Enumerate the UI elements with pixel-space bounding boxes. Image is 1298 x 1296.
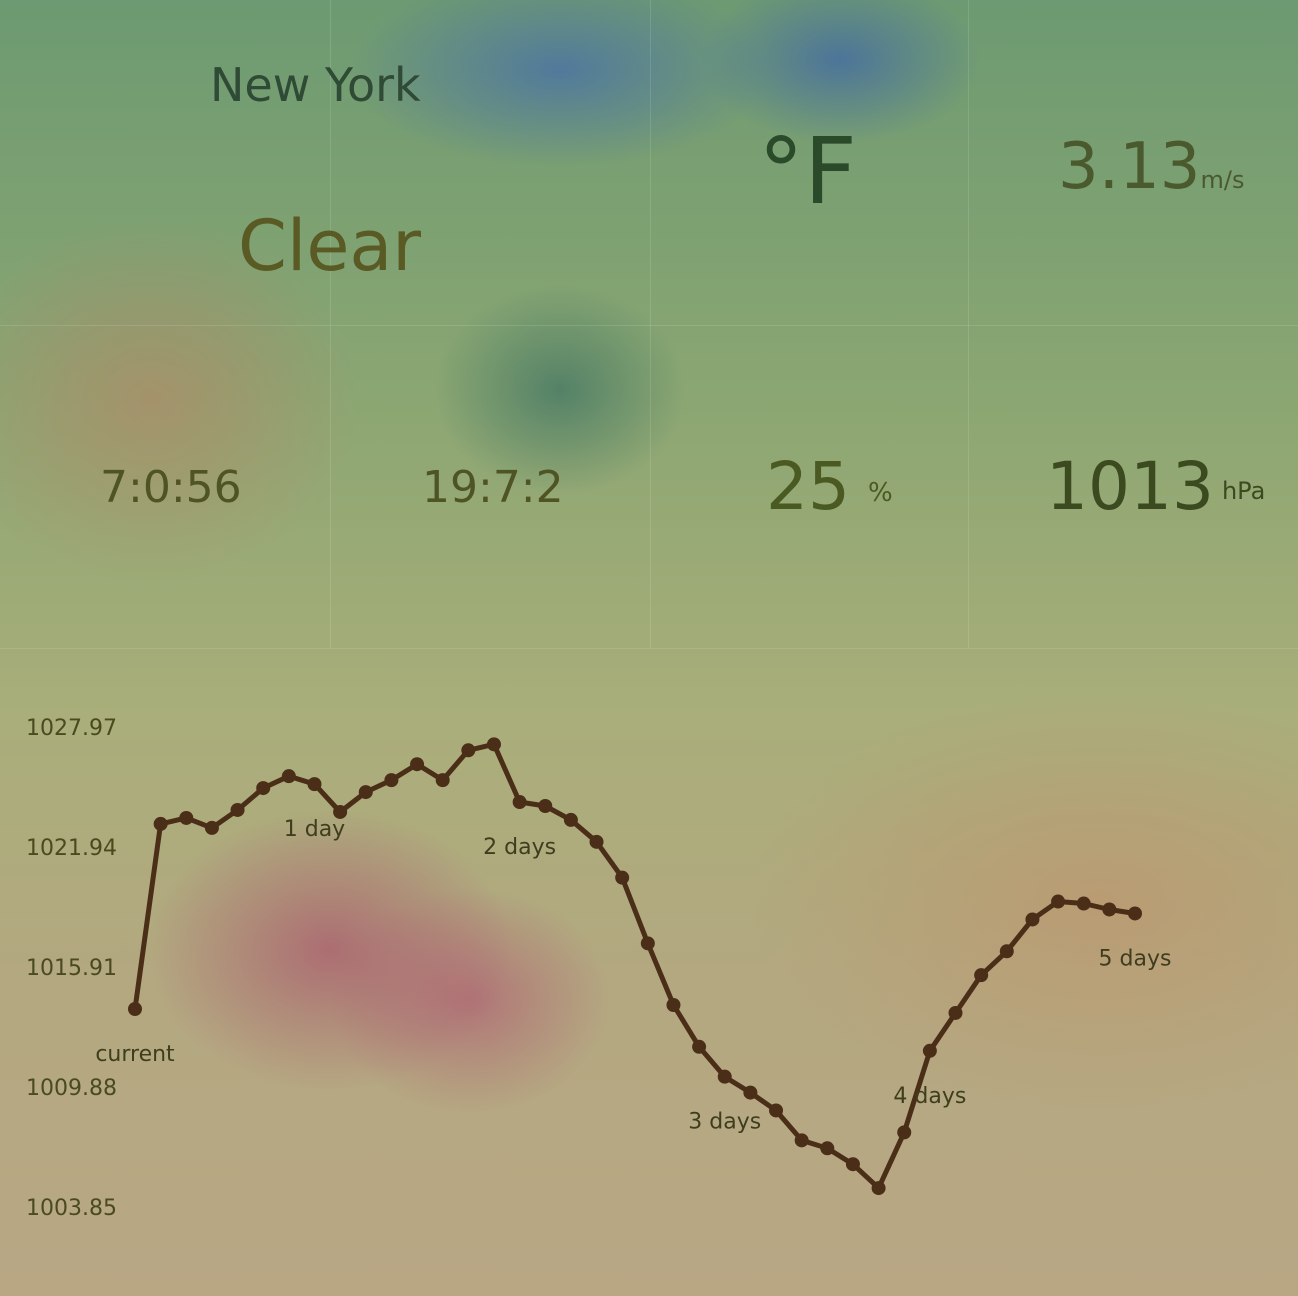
pressure-point	[1102, 902, 1117, 917]
pressure-point	[922, 1043, 937, 1058]
pressure-point	[230, 802, 245, 817]
humidity-unit: %	[867, 478, 893, 508]
pressure-point	[615, 870, 630, 885]
pressure-point	[794, 1133, 809, 1148]
time-annotation-label: 2 days	[483, 835, 556, 860]
temperature-unit-toggle[interactable]: °F	[758, 118, 857, 225]
pressure-point	[538, 799, 553, 814]
wind-speed-value: 3.13	[1058, 130, 1201, 204]
y-tick-label: 1015.91	[26, 956, 117, 981]
pressure-point	[128, 1001, 142, 1016]
pressure-point	[666, 998, 681, 1013]
pressure-series-line	[132, 741, 1138, 1191]
pressure-point	[820, 1141, 835, 1156]
pressure-point	[153, 816, 168, 831]
time-annotation-label: 1 day	[284, 817, 345, 842]
pressure-point	[845, 1157, 860, 1172]
pressure-point	[358, 785, 373, 800]
time-annotation-label: current	[95, 1042, 175, 1067]
pressure-point	[410, 757, 425, 772]
pressure-point	[743, 1085, 758, 1100]
wind-speed-unit: m/s	[1200, 166, 1245, 194]
humidity: 25%	[766, 448, 893, 525]
pressure-point	[204, 820, 219, 835]
pressure-value: 1013	[1046, 448, 1214, 525]
y-tick-label: 1027.97	[26, 716, 117, 741]
y-tick-label: 1009.88	[26, 1076, 117, 1101]
pressure-point	[999, 944, 1014, 959]
pressure-forecast-chart: 1027.97 1021.94 1015.91 1009.88 1003.85 curr…	[26, 716, 1171, 1221]
pressure-point	[717, 1069, 732, 1084]
pressure-point	[281, 769, 296, 784]
pressure-point	[512, 795, 527, 810]
pressure-point	[435, 773, 450, 788]
pressure-point	[897, 1125, 912, 1140]
sunset-time: 19:7:2	[422, 462, 564, 513]
sunrise-time: 7:0:56	[100, 462, 242, 513]
pressure-unit: hPa	[1221, 477, 1266, 505]
pressure-point	[692, 1039, 707, 1054]
pressure-point	[1025, 912, 1040, 927]
pressure-point	[1128, 906, 1142, 921]
pressure-point	[179, 810, 194, 825]
pressure-point	[307, 777, 322, 792]
wind-speed: 3.13m/s	[1058, 130, 1244, 204]
time-annotation-label: 4 days	[893, 1084, 966, 1109]
humidity-value: 25	[766, 448, 850, 525]
pressure-point	[948, 1005, 963, 1020]
y-axis: 1027.97 1021.94 1015.91 1009.88 1003.85	[26, 716, 117, 1221]
y-tick-label: 1021.94	[26, 836, 117, 861]
pressure-point	[1051, 894, 1066, 909]
pressure-point	[333, 804, 348, 819]
pressure-point	[589, 834, 604, 849]
pressure-point	[1076, 896, 1091, 911]
y-tick-label: 1003.85	[26, 1196, 117, 1221]
time-annotation-label: 3 days	[688, 1110, 761, 1135]
weather-condition: Clear	[238, 205, 422, 287]
pressure-points	[128, 737, 1142, 1196]
pressure-point	[640, 936, 655, 951]
city-name: New York	[210, 58, 421, 112]
pressure-point	[256, 781, 271, 796]
pressure-point	[974, 968, 989, 983]
pressure: 1013 hPa	[1046, 448, 1265, 525]
pressure-point	[871, 1181, 886, 1196]
pressure-point	[486, 737, 501, 752]
pressure-point	[461, 743, 476, 758]
pressure-point	[769, 1103, 784, 1118]
pressure-point	[384, 773, 399, 788]
pressure-point	[563, 812, 578, 827]
time-annotations: current 1 day 2 days 3 days 4 days 5 days	[95, 817, 1171, 1135]
time-annotation-label: 5 days	[1099, 946, 1172, 971]
